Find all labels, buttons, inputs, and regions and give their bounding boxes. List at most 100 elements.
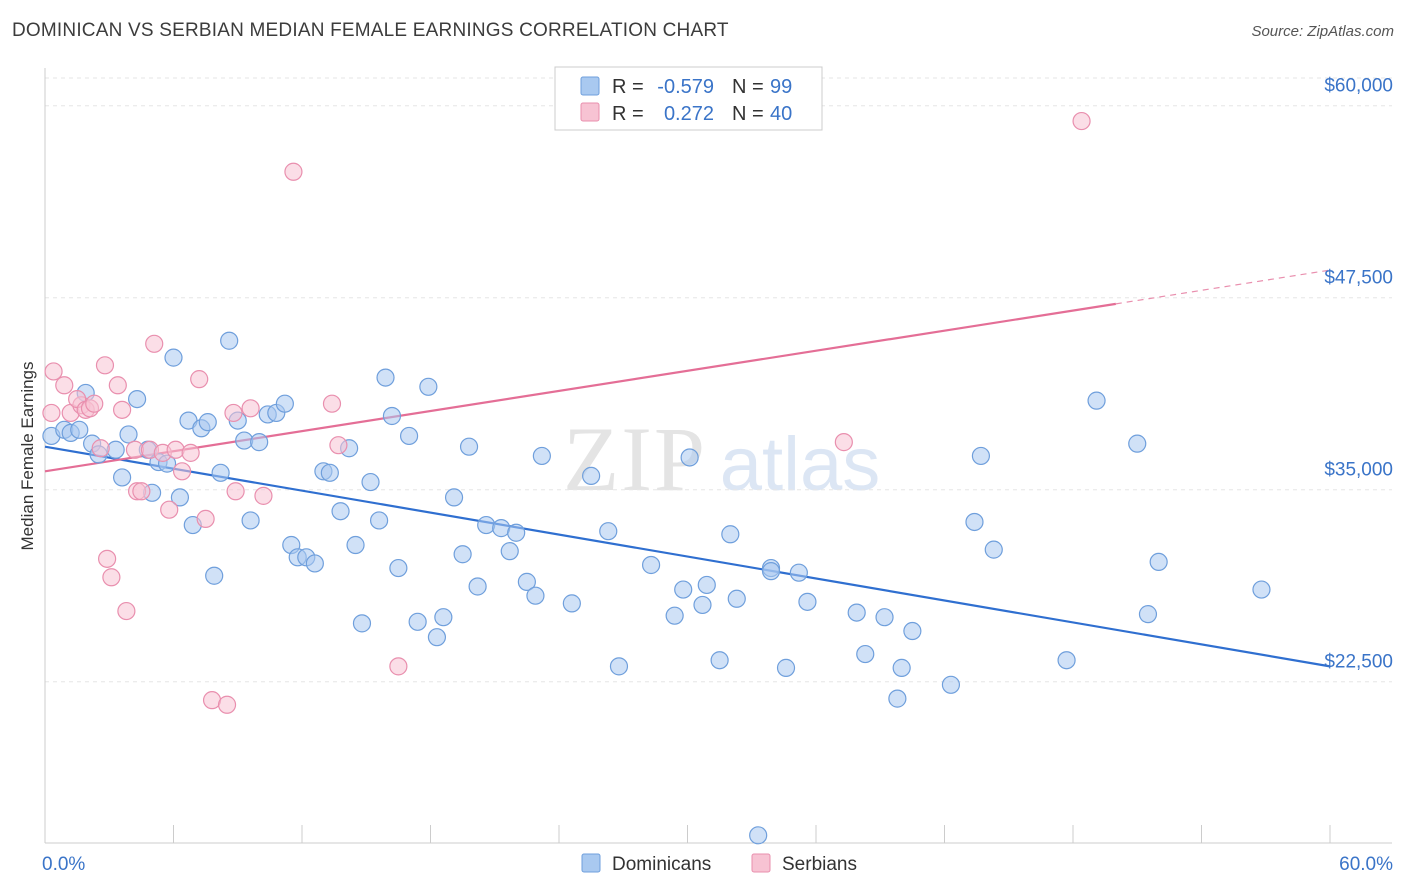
point-dominicans-36 xyxy=(320,463,339,482)
watermark: ZIP atlas xyxy=(563,408,880,510)
point-dominicans-68 xyxy=(674,580,693,599)
point-dominicans-80 xyxy=(776,658,796,677)
point-serbians-10 xyxy=(95,356,115,375)
point-dominicans-62 xyxy=(562,594,581,613)
point-serbians-39 xyxy=(1072,111,1091,131)
point-dominicans-86 xyxy=(903,621,922,641)
legend-n-label-0: N = xyxy=(732,76,764,98)
point-dominicans-27 xyxy=(250,433,269,452)
point-dominicans-44 xyxy=(382,406,402,426)
point-serbians-38 xyxy=(834,433,853,452)
chart-title: DOMINICAN VS SERBIAN MEDIAN FEMALE EARNI… xyxy=(12,20,729,41)
point-serbians-2 xyxy=(55,376,74,395)
point-dominicans-39 xyxy=(346,535,365,555)
x-tick-label-1: 60.0% xyxy=(1339,854,1393,875)
point-serbians-20 xyxy=(145,334,164,353)
point-dominicans-54 xyxy=(468,577,487,596)
point-serbians-25 xyxy=(181,443,200,462)
point-dominicans-96 xyxy=(1252,580,1271,599)
point-dominicans-53 xyxy=(459,437,479,456)
point-dominicans-52 xyxy=(453,545,472,564)
point-serbians-0 xyxy=(42,403,61,423)
trend-line-serbians xyxy=(44,302,1117,473)
point-dominicans-87 xyxy=(941,675,961,694)
point-serbians-24 xyxy=(172,462,192,481)
point-dominicans-58 xyxy=(507,523,526,542)
point-dominicans-69 xyxy=(693,595,712,615)
bottom-legend-serbians: Serbians xyxy=(782,854,857,875)
legend: R = -0.579 N = 99 R = 0.272 N = 40 xyxy=(554,66,823,131)
point-dominicans-41 xyxy=(361,472,380,492)
point-dominicans-82 xyxy=(856,644,875,664)
point-dominicans-40 xyxy=(352,614,372,633)
legend-n-label-1: N = xyxy=(732,103,764,125)
point-dominicans-15 xyxy=(164,348,183,367)
point-dominicans-55 xyxy=(477,515,496,535)
axes xyxy=(44,68,1392,844)
point-dominicans-92 xyxy=(1087,391,1106,410)
legend-swatch-dominicans xyxy=(580,76,600,96)
trend-line-dominicans xyxy=(44,445,1331,668)
point-dominicans-63 xyxy=(582,466,601,485)
point-serbians-13 xyxy=(108,376,127,395)
point-dominicans-43 xyxy=(376,368,395,387)
trend-lines xyxy=(44,269,1331,668)
point-dominicans-61 xyxy=(532,446,551,466)
x-tick-label-0: 0.0% xyxy=(42,854,85,875)
point-dominicans-88 xyxy=(965,512,984,532)
bottom-legend-swatch-dominicans xyxy=(581,853,601,873)
point-serbians-26 xyxy=(190,370,209,389)
point-dominicans-45 xyxy=(389,558,408,578)
point-dominicans-23 xyxy=(220,331,239,350)
point-serbians-33 xyxy=(254,486,273,505)
point-dominicans-90 xyxy=(984,540,1003,559)
point-serbians-1 xyxy=(44,362,63,381)
y-axis-label: Median Female Earnings xyxy=(18,362,37,551)
point-dominicans-72 xyxy=(721,525,740,544)
point-dominicans-65 xyxy=(609,657,629,676)
legend-r-label-0: R = xyxy=(612,76,644,98)
point-dominicans-7 xyxy=(106,440,125,459)
point-serbians-30 xyxy=(224,403,243,423)
point-dominicans-21 xyxy=(205,566,224,585)
y-tick-labels: $22,500 $35,000 $47,500 $60,000 xyxy=(1324,76,1393,673)
point-dominicans-66 xyxy=(641,555,661,575)
source-credit: Source: ZipAtlas.com xyxy=(1251,23,1394,40)
point-dominicans-56 xyxy=(492,519,511,538)
point-serbians-18 xyxy=(132,482,151,501)
bottom-legend-swatch-serbians xyxy=(751,853,771,873)
legend-r-label-1: R = xyxy=(612,103,644,125)
point-serbians-27 xyxy=(196,509,215,529)
point-dominicans-78 xyxy=(789,563,808,582)
point-dominicans-9 xyxy=(119,425,138,444)
point-dominicans-10 xyxy=(127,389,147,409)
point-dominicans-70 xyxy=(697,575,716,595)
point-serbians-9 xyxy=(91,439,110,458)
y-tick-label-1: $35,000 xyxy=(1324,460,1393,481)
point-dominicans-16 xyxy=(170,488,190,507)
legend-n-value-0: 99 xyxy=(770,76,792,98)
point-serbians-22 xyxy=(160,500,179,519)
point-serbians-28 xyxy=(202,691,222,710)
y-tick-label-3: $60,000 xyxy=(1324,76,1393,97)
point-dominicans-71 xyxy=(710,651,729,670)
point-dominicans-49 xyxy=(427,628,447,647)
point-serbians-35 xyxy=(322,394,342,413)
point-serbians-8 xyxy=(85,394,104,413)
point-dominicans-51 xyxy=(444,488,464,507)
point-dominicans-73 xyxy=(727,589,746,608)
point-dominicans-79 xyxy=(798,592,817,611)
watermark-atlas: atlas xyxy=(720,422,881,507)
point-dominicans-30 xyxy=(275,394,294,413)
bottom-legend: Dominicans Serbians xyxy=(581,853,857,875)
point-dominicans-95 xyxy=(1138,605,1158,624)
point-dominicans-34 xyxy=(305,554,324,573)
grid-lines xyxy=(45,77,1392,683)
point-serbians-29 xyxy=(217,695,237,714)
legend-n-value-1: 40 xyxy=(770,103,792,125)
point-serbians-31 xyxy=(226,482,245,501)
y-tick-label-2: $47,500 xyxy=(1324,268,1393,289)
point-serbians-12 xyxy=(102,568,121,587)
point-dominicans-83 xyxy=(875,608,894,627)
